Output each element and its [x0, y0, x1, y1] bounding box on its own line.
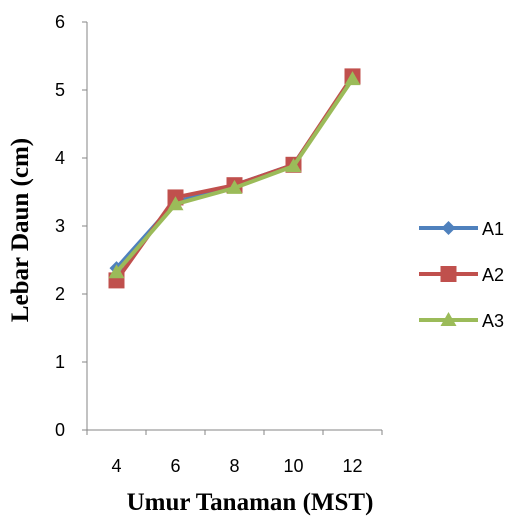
data-point-marker — [167, 196, 184, 211]
legend-marker — [440, 312, 457, 326]
plot-series — [108, 68, 361, 289]
x-tick-label: 4 — [111, 456, 121, 476]
legend-item-a3: A3 — [419, 311, 504, 331]
series-line — [115, 76, 355, 270]
x-tick-label: 6 — [170, 456, 180, 476]
y-tick-label: 1 — [55, 352, 65, 372]
legend-item-a1: A1 — [419, 219, 504, 239]
x-tick-label: 10 — [283, 456, 303, 476]
y-tick-label: 2 — [55, 284, 65, 304]
y-tick-label: 6 — [55, 12, 65, 32]
x-axis-title: Umur Tanaman (MST) — [127, 489, 374, 516]
legend-marker — [440, 266, 457, 282]
data-point-marker — [108, 264, 125, 279]
series-a3 — [108, 71, 361, 279]
y-tick-label: 0 — [55, 420, 65, 440]
legend: A1 A2 A3 — [419, 219, 504, 331]
legend-item-a2: A2 — [419, 265, 504, 285]
legend-marker — [441, 221, 456, 235]
series-line — [114, 77, 355, 274]
y-tick-label: 3 — [55, 216, 65, 236]
x-tick-label: 12 — [342, 456, 362, 476]
x-tick-label: 8 — [229, 456, 239, 476]
series-a1 — [109, 70, 360, 276]
data-point-marker — [344, 71, 361, 86]
y-tick-label: 5 — [55, 80, 65, 100]
x-ticks: 4 6 8 10 12 — [86, 430, 383, 476]
y-axis-title: Lebar Daun (cm) — [7, 138, 34, 322]
data-point-marker — [226, 179, 243, 194]
y-ticks: 0 1 2 3 4 5 6 — [55, 12, 87, 440]
legend-label: A1 — [482, 219, 504, 239]
axes — [86, 22, 382, 431]
series-a2 — [108, 68, 361, 289]
legend-label: A3 — [482, 311, 504, 331]
y-tick-label: 4 — [55, 148, 65, 168]
data-point-marker — [285, 158, 302, 173]
legend-label: A2 — [482, 265, 504, 285]
